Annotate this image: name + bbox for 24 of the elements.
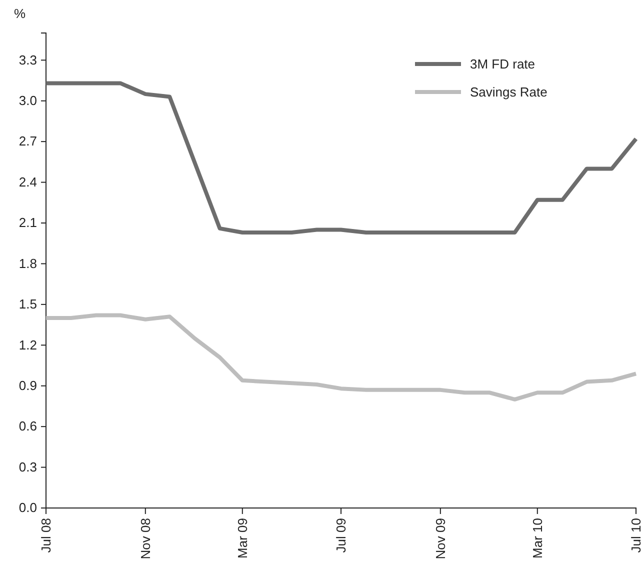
y-tick-label: 1.2 [18, 337, 37, 352]
x-tick-label: Mar 09 [234, 518, 250, 558]
y-tick-label: 0.6 [18, 418, 37, 434]
x-tick-label: Nov 08 [138, 518, 153, 560]
legend-label: Savings Rate [470, 84, 548, 100]
y-tick-label: 3.0 [18, 93, 37, 108]
x-tick-label: Jul 10 [628, 518, 643, 553]
x-tick-label: Jul 08 [38, 518, 54, 553]
y-tick-label: 0.9 [18, 378, 37, 394]
x-tick-label: Jul 09 [334, 518, 349, 553]
y-axis-title: % [14, 6, 26, 21]
y-tick-label: 2.4 [18, 174, 37, 190]
line-series [44, 313, 638, 402]
x-tick-label: Nov 09 [432, 518, 448, 560]
y-tick-label: 0.0 [18, 500, 37, 516]
x-tick-label: Mar 10 [530, 518, 545, 558]
line-series [44, 81, 638, 234]
y-tick-label: 0.3 [18, 459, 37, 474]
y-tick-label: 3.3 [18, 52, 37, 68]
y-tick-label: 2.1 [18, 215, 37, 230]
legend-label: 3M FD rate [470, 56, 536, 72]
y-tick-label: 1.8 [18, 256, 37, 271]
y-tick-label: 1.5 [18, 296, 37, 312]
y-tick-label: 2.7 [18, 134, 37, 149]
